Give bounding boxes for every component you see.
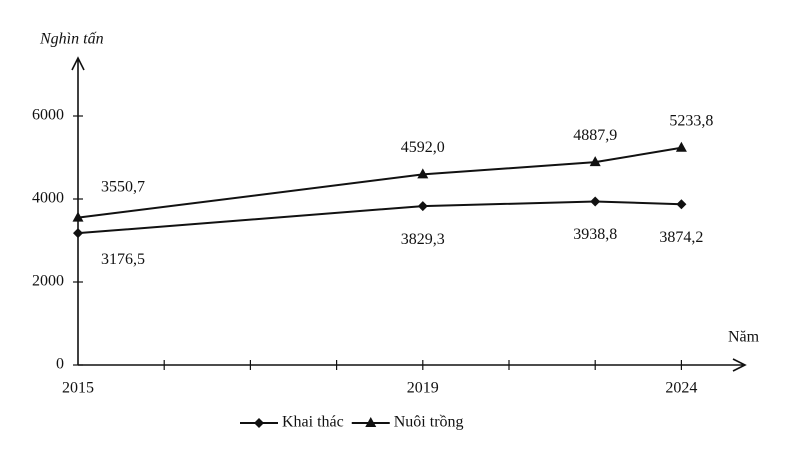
point (675, 141, 687, 152)
data-label: 3550,7 (101, 178, 145, 195)
data-label: 3938,8 (573, 226, 617, 243)
x-tick-label: 2019 (407, 380, 439, 397)
data-label: 3829,3 (401, 231, 445, 248)
y-tick-label: 2000 (32, 273, 64, 290)
data-label: 3874,2 (659, 229, 703, 246)
x-axis (78, 358, 747, 372)
data-label: 4887,9 (573, 127, 617, 144)
data-label: 3176,5 (101, 251, 145, 268)
point (365, 417, 377, 427)
data-label: 5233,8 (669, 112, 713, 129)
series-line (77, 146, 682, 219)
legend-label: Khai thác (282, 414, 344, 431)
y-tick-label: 4000 (32, 190, 64, 207)
point (676, 199, 687, 210)
point (417, 168, 429, 179)
x-axis-label: Năm (728, 329, 760, 346)
point (72, 211, 84, 222)
y-tick-label: 0 (56, 356, 64, 373)
x-tick-label: 2024 (665, 380, 697, 397)
legend-label: Nuôi trồng (394, 414, 464, 431)
x-tick-label: 2015 (62, 380, 94, 397)
point (254, 418, 264, 428)
y-axis-label: Nghìn tấn (39, 31, 104, 48)
y-tick-label: 6000 (32, 107, 64, 124)
y-axis (71, 56, 85, 365)
point (417, 201, 428, 212)
point (73, 228, 83, 239)
data-label: 4592,0 (401, 139, 445, 156)
series-line (77, 200, 682, 235)
point (590, 196, 601, 207)
point (589, 156, 601, 167)
